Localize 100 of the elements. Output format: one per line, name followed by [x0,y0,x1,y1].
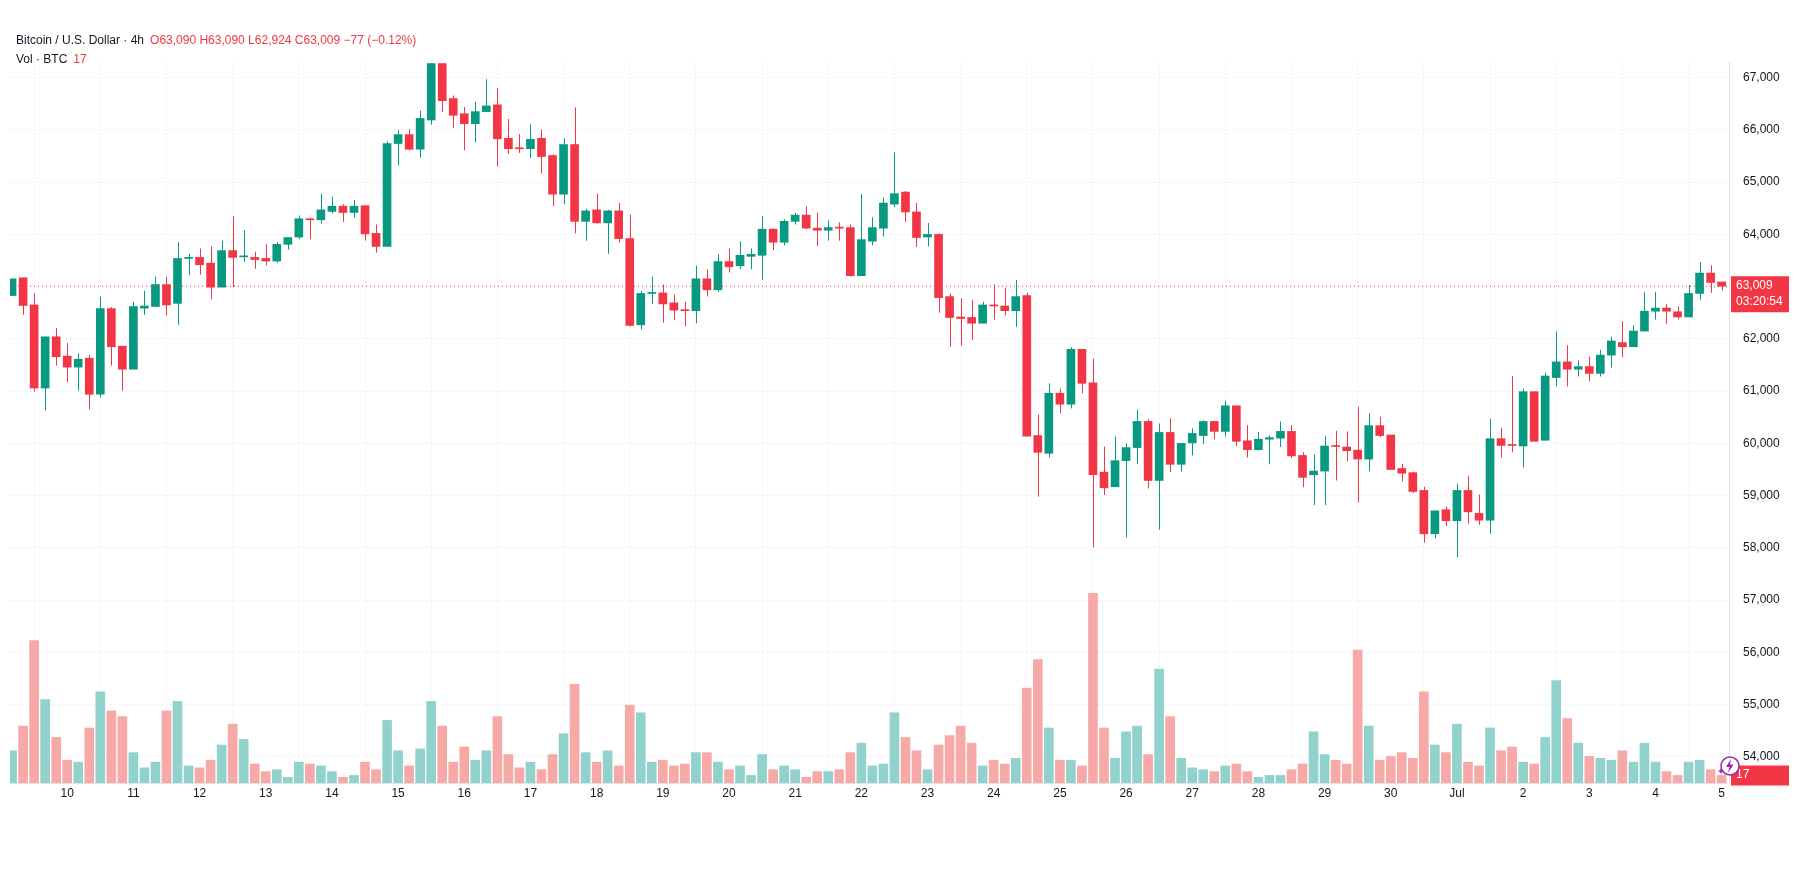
bar [172,701,183,783]
x-tick-label: 2 [1519,785,1527,800]
candlestick [779,218,789,246]
candlestick [868,216,877,246]
candlestick [1695,261,1704,301]
bar [128,752,139,783]
bar [1010,758,1021,783]
bar [1617,750,1628,783]
candlestick [1011,279,1021,328]
candlestick [272,241,282,264]
candlestick [669,294,679,321]
candlestick [1640,291,1649,332]
candlestick [735,240,745,270]
bar [1143,754,1153,783]
candlestick [592,193,601,224]
bar [691,752,701,783]
bar [492,716,503,783]
bar [1286,769,1297,783]
candlestick [1353,406,1362,503]
y-tick-label: 55,000 [1743,696,1781,711]
bar [1253,776,1264,783]
candlestick [1618,320,1627,358]
candlestick [901,190,910,223]
bar [1363,725,1374,783]
y-tick-label: 62,000 [1743,331,1781,346]
bar [558,733,569,783]
candlestick [647,276,657,305]
x-tick-label: 18 [589,785,604,800]
bar [1705,769,1716,783]
bar [338,776,348,783]
candlestick [923,222,932,247]
y-tick-label: 66,000 [1743,122,1781,137]
candlestick [724,248,734,274]
candlestick [504,118,513,155]
bar [1066,759,1076,783]
bar [84,727,95,783]
bar [95,691,106,783]
candlestick [1243,424,1252,459]
bar [183,765,194,783]
x-tick-label: 21 [788,785,803,800]
candlestick [1331,430,1340,481]
candlestick [537,128,546,174]
y-tick-label: 61,000 [1743,383,1781,398]
bar [503,754,514,783]
candlestick [890,151,899,208]
bar [525,761,536,783]
bar [1330,759,1341,783]
bar [1650,761,1661,783]
bar [205,759,216,783]
bar [1683,761,1694,783]
bar [547,754,558,783]
bar [1606,759,1617,783]
candlestick [823,219,833,242]
bar [911,750,922,783]
x-tick-label: 4 [1652,785,1660,800]
ref-line-label: 63,009 [1736,277,1774,292]
y-tick-label: 59,000 [1743,487,1781,502]
bar [404,765,414,783]
bar [823,771,834,783]
text: 17 [73,52,87,66]
candlestick [195,248,204,276]
candlestick [118,345,127,392]
candlestick [945,292,954,348]
bar [514,767,525,783]
bar [591,761,602,783]
bar [1352,649,1363,783]
x-tick-label: 20 [722,785,736,800]
bar [569,684,580,783]
bar [602,750,613,783]
x-tick-label: 14 [325,785,339,800]
candlestick [73,353,83,392]
candlestick [1607,336,1616,369]
bar [933,744,944,783]
candlestick [526,123,535,159]
y-tick-label: 64,000 [1743,226,1781,241]
bar [73,761,84,783]
bar [40,699,50,783]
candlestick [801,205,811,230]
bar [1209,771,1220,783]
candlestick [1584,356,1594,382]
candlestick [184,253,193,276]
bar [1672,775,1683,783]
candlestick [956,297,965,347]
candlestick [603,209,612,255]
candlestick [459,106,469,151]
bar [1044,727,1054,783]
bar [536,769,547,783]
candlestick [51,327,61,367]
text: Vol · BTC [16,52,68,66]
bar [1275,775,1286,783]
x-tick-label: 3 [1585,785,1593,800]
bar [1154,668,1164,783]
bar [713,761,723,783]
candlestick [1276,420,1285,448]
candlestick [1441,506,1451,527]
bar [1297,763,1308,783]
bar [106,710,117,783]
bar [1562,718,1573,783]
candlestick [1595,349,1605,378]
bar [470,759,481,783]
